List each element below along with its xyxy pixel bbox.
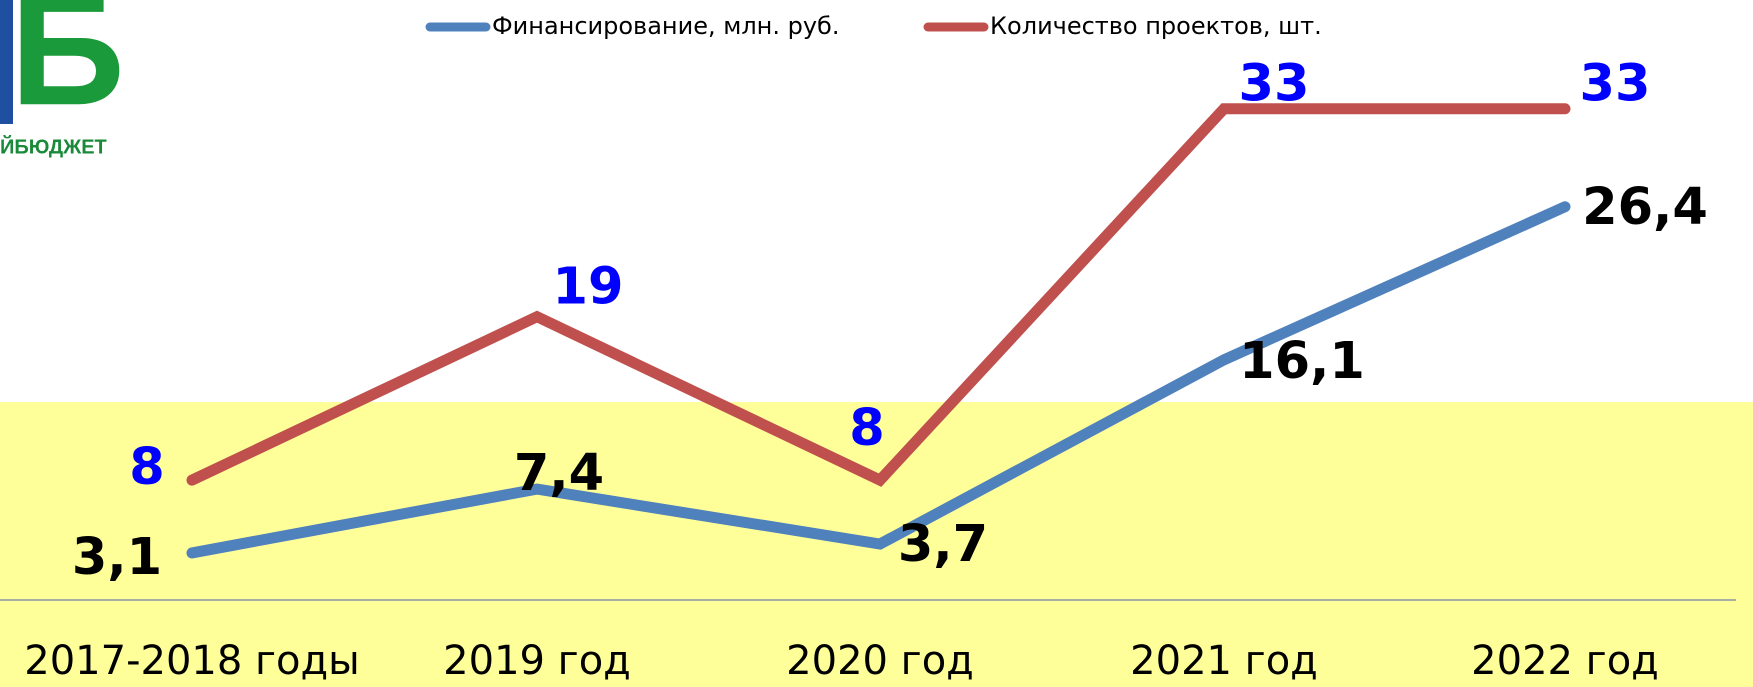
logo-letter: Б	[10, 0, 125, 138]
series-line	[186, 103, 1571, 487]
data-label: 33	[1580, 55, 1651, 114]
legend-label: Количество проектов, шт.	[990, 12, 1322, 40]
data-label: 33	[1239, 55, 1310, 114]
x-tick-label: 2019 год	[443, 638, 631, 684]
data-label: 8	[849, 399, 885, 458]
data-label: 7,4	[514, 444, 604, 503]
legend-label: Финансирование, млн. руб.	[492, 12, 839, 40]
x-tick-label: 2022 год	[1471, 638, 1659, 684]
x-tick-label: 2021 год	[1130, 638, 1318, 684]
data-label: 3,7	[898, 515, 988, 574]
logo: Б ЙБЮДЖЕТ	[0, 0, 125, 158]
data-label: 26,4	[1582, 178, 1708, 237]
data-label: 8	[129, 438, 165, 497]
data-label: 16,1	[1239, 332, 1365, 391]
series-line	[186, 201, 1571, 559]
data-label: 19	[553, 258, 624, 317]
x-tick-label: 2020 год	[786, 638, 974, 684]
logo-bar	[0, 0, 13, 124]
logo-text: ЙБЮДЖЕТ	[0, 134, 107, 158]
data-label: 3,1	[72, 528, 162, 587]
x-tick-label: 2017-2018 годы	[24, 638, 359, 684]
